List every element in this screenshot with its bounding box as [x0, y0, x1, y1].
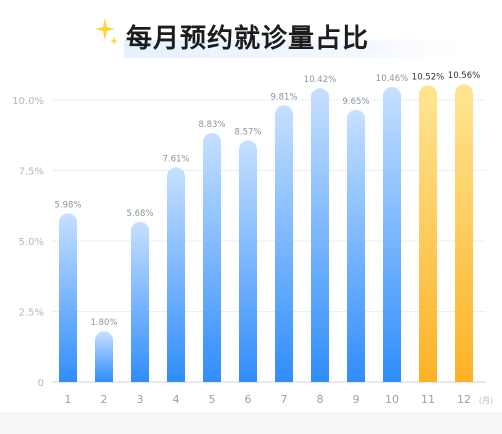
value-label: 9.81%: [270, 92, 297, 102]
bar-5: [203, 132, 221, 382]
y-tick-label: 2.5%: [19, 308, 44, 319]
value-label: 10.46%: [376, 74, 408, 84]
x-unit-label: (月): [479, 396, 493, 405]
bar-4: [167, 167, 185, 382]
value-label: 5.98%: [54, 200, 81, 210]
y-tick-label: 5.0%: [19, 237, 44, 248]
x-tick-label: 10: [385, 393, 399, 406]
x-tick-label: 11: [421, 393, 435, 406]
x-tick-label: 9: [353, 393, 360, 406]
x-tick-label: 2: [101, 393, 108, 406]
y-tick-label: 7.5%: [19, 167, 44, 178]
x-tick-label: 12: [457, 393, 471, 406]
value-label: 8.83%: [198, 120, 225, 130]
bar-3: [131, 221, 149, 382]
value-label: 9.65%: [342, 97, 369, 107]
bar-1: [59, 213, 77, 382]
x-tick-label: 1: [65, 393, 72, 406]
value-label: 7.61%: [162, 154, 189, 164]
value-label: 5.68%: [126, 209, 153, 219]
x-tick-label: 4: [173, 393, 180, 406]
bar-10: [383, 87, 401, 382]
y-tick-label: 0: [38, 378, 44, 389]
value-label: 10.52%: [412, 72, 444, 82]
bar-6: [239, 140, 257, 382]
x-tick-label: 3: [137, 393, 144, 406]
value-label: 8.57%: [234, 127, 261, 137]
bar-12: [455, 84, 473, 382]
x-tick-label: 7: [281, 393, 288, 406]
bar-7: [275, 105, 293, 382]
bar-11: [419, 85, 437, 383]
sparkle-icon: [95, 18, 118, 45]
value-label: 10.42%: [304, 75, 336, 85]
bottom-band: [0, 412, 502, 434]
bar-8: [311, 88, 329, 382]
x-tick-label: 5: [209, 393, 216, 406]
chart-header: 每月预约就诊量占比: [94, 14, 464, 60]
value-label: 10.56%: [448, 71, 480, 81]
title-highlight: [124, 40, 460, 58]
x-tick-label: 8: [317, 393, 324, 406]
value-label: 1.80%: [90, 318, 117, 328]
y-tick-label: 10.0%: [12, 96, 44, 107]
bar-9: [347, 109, 365, 383]
bar-2: [95, 331, 113, 382]
chart-title: 每月预约就诊量占比: [126, 24, 370, 54]
x-tick-label: 6: [245, 393, 252, 406]
